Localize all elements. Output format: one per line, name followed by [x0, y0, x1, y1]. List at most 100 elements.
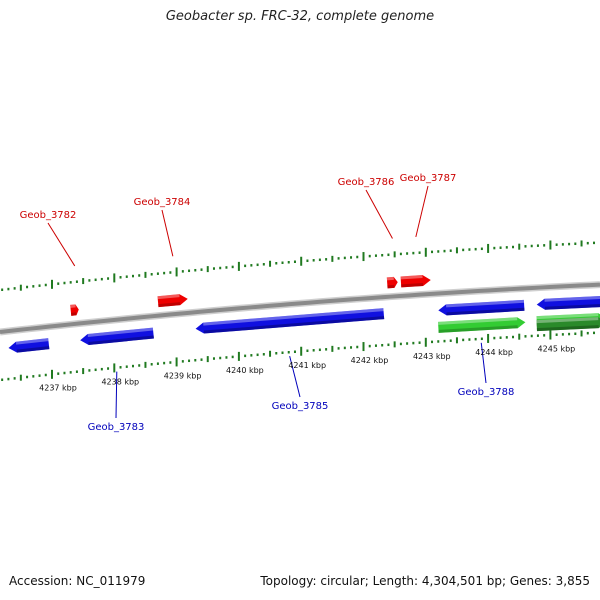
tick-mark-bottom	[318, 348, 321, 352]
tick-mark-top	[94, 278, 97, 282]
tick-mark-bottom	[300, 346, 303, 356]
tick-mark-bottom	[231, 355, 234, 359]
tick-mark-top	[530, 244, 533, 248]
tick-mark-top	[163, 271, 166, 275]
tick-mark-bottom	[431, 340, 434, 344]
tick-mark-top	[188, 269, 191, 273]
tick-mark-bottom	[244, 354, 247, 358]
tick-mark-top	[474, 247, 477, 251]
tick-mark-bottom	[269, 350, 272, 357]
tick-mark-bottom	[387, 343, 390, 347]
ruler-label: 4240 kbp	[226, 366, 264, 375]
tick-mark-top	[337, 257, 340, 260]
ruler-label: 4237 kbp	[39, 384, 77, 393]
gene-geob-3784	[157, 294, 188, 308]
tick-mark-top	[374, 254, 377, 257]
tick-mark-bottom	[368, 344, 371, 348]
tick-mark-bottom	[424, 337, 427, 347]
tick-mark-bottom	[356, 345, 359, 349]
tick-mark-top	[399, 252, 402, 256]
gene-label: Geob_3784	[134, 197, 191, 208]
tick-mark-top	[206, 266, 209, 273]
tick-mark-bottom	[399, 342, 402, 346]
tick-mark-bottom	[131, 364, 134, 368]
tick-mark-bottom	[312, 349, 315, 352]
tick-mark-bottom	[181, 360, 184, 363]
gene-label: Geob_3786	[338, 177, 395, 188]
tick-mark-top	[144, 271, 147, 278]
tick-mark-top	[13, 287, 16, 290]
tick-mark-bottom	[107, 367, 110, 370]
tick-mark-top	[269, 260, 272, 267]
tick-mark-top	[175, 267, 178, 277]
tick-mark-bottom	[150, 363, 153, 366]
tick-mark-top	[306, 259, 309, 263]
tick-mark-top	[82, 278, 85, 285]
tick-mark-bottom	[543, 334, 546, 337]
ruler-label: 4239 kbp	[164, 371, 202, 380]
tick-mark-top	[455, 247, 458, 254]
tick-mark-bottom	[194, 358, 197, 362]
tick-mark-top	[580, 240, 583, 247]
tick-mark-top	[293, 260, 296, 263]
tick-mark-top	[350, 256, 353, 259]
tick-mark-bottom	[200, 358, 203, 361]
ruler-ticks-top	[1, 240, 596, 292]
gene-labels: Geob_3782 Geob_3783 Geob_3784 Geob_3785 Geob…	[20, 173, 515, 433]
tick-mark-top	[281, 261, 284, 264]
ruler-label: 4244 kbp	[475, 348, 513, 357]
tick-mark-top	[26, 285, 29, 289]
tick-mark-bottom	[574, 332, 577, 336]
tick-mark-top	[536, 244, 539, 247]
tick-mark-bottom	[163, 361, 166, 365]
map-title: Geobacter sp. FRC-32, complete genome	[165, 9, 435, 24]
tick-mark-bottom	[374, 344, 377, 347]
tick-mark-top	[325, 258, 328, 261]
backbone-line	[0, 282, 600, 334]
tick-mark-bottom	[549, 330, 552, 340]
tick-mark-bottom	[437, 340, 440, 343]
tick-mark-bottom	[406, 342, 409, 345]
tick-mark-top	[549, 240, 552, 250]
tick-mark-bottom	[51, 369, 53, 379]
tick-mark-top	[244, 264, 247, 268]
tick-mark-bottom	[499, 336, 502, 339]
tick-mark-bottom	[113, 363, 116, 373]
tick-mark-top	[125, 275, 128, 278]
tick-mark-bottom	[100, 367, 103, 371]
tick-mark-top	[19, 284, 22, 291]
tick-mark-bottom	[449, 339, 452, 342]
tick-mark-top	[212, 267, 215, 270]
tick-mark-bottom	[188, 359, 191, 363]
tick-mark-bottom	[219, 356, 222, 360]
tick-mark-top	[1, 288, 4, 292]
tick-mark-bottom	[381, 343, 384, 347]
tick-mark-top	[131, 274, 134, 278]
genome-backbone	[0, 281, 600, 336]
gene-label-leader	[47, 222, 76, 267]
tick-mark-top	[69, 281, 72, 284]
tick-mark-bottom	[88, 369, 91, 372]
tick-mark-bottom	[524, 335, 527, 338]
tick-mark-bottom	[580, 330, 583, 337]
tick-mark-bottom	[175, 357, 178, 367]
tick-mark-bottom	[281, 351, 284, 354]
tick-mark-top	[524, 245, 527, 248]
tick-mark-top	[44, 283, 47, 287]
tick-mark-bottom	[530, 334, 533, 338]
tick-mark-bottom	[206, 356, 209, 363]
gene-label: Geob_3788	[458, 387, 515, 398]
tick-mark-bottom	[505, 336, 508, 339]
tick-mark-top	[181, 270, 184, 273]
tick-mark-bottom	[38, 374, 41, 377]
tick-mark-bottom	[468, 338, 471, 341]
tick-mark-top	[387, 253, 390, 257]
gene-label-leader	[415, 185, 429, 238]
tick-mark-bottom	[250, 354, 253, 357]
genome-summary-text: Topology: circular; Length: 4,304,501 bp…	[260, 574, 590, 588]
tick-mark-top	[231, 265, 234, 269]
tick-mark-bottom	[144, 361, 147, 368]
tick-mark-top	[194, 268, 197, 272]
tick-mark-top	[449, 249, 452, 252]
